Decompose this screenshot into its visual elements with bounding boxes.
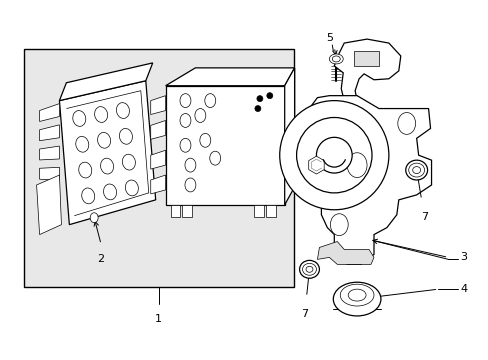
Ellipse shape xyxy=(81,188,95,204)
Polygon shape xyxy=(40,125,60,141)
Ellipse shape xyxy=(330,214,347,235)
Circle shape xyxy=(266,93,272,99)
Ellipse shape xyxy=(94,107,107,122)
Text: 7: 7 xyxy=(420,212,427,222)
Ellipse shape xyxy=(200,133,210,147)
Bar xyxy=(353,51,378,66)
Bar xyxy=(253,205,264,217)
Polygon shape xyxy=(37,175,61,235)
Text: 2: 2 xyxy=(97,255,104,265)
Ellipse shape xyxy=(204,94,215,108)
Text: 1: 1 xyxy=(155,314,162,324)
Ellipse shape xyxy=(340,284,373,306)
Circle shape xyxy=(279,100,388,210)
Ellipse shape xyxy=(305,266,312,272)
Polygon shape xyxy=(308,156,324,174)
Polygon shape xyxy=(60,63,152,100)
Bar xyxy=(24,49,293,287)
Polygon shape xyxy=(150,150,165,169)
Polygon shape xyxy=(150,121,165,139)
Text: 3: 3 xyxy=(459,252,467,262)
Ellipse shape xyxy=(125,180,138,196)
Ellipse shape xyxy=(397,113,415,134)
Ellipse shape xyxy=(119,129,132,144)
Text: 6: 6 xyxy=(304,137,310,147)
Polygon shape xyxy=(40,146,60,160)
Polygon shape xyxy=(317,242,373,264)
Ellipse shape xyxy=(299,260,319,278)
Polygon shape xyxy=(40,188,60,202)
Ellipse shape xyxy=(180,138,190,152)
Ellipse shape xyxy=(408,163,424,177)
Polygon shape xyxy=(40,167,60,180)
Polygon shape xyxy=(307,96,431,264)
Ellipse shape xyxy=(184,178,196,192)
Ellipse shape xyxy=(332,56,340,62)
Ellipse shape xyxy=(333,282,380,316)
Ellipse shape xyxy=(73,111,85,126)
Polygon shape xyxy=(60,81,155,225)
Ellipse shape xyxy=(79,162,92,178)
Circle shape xyxy=(254,105,260,112)
Ellipse shape xyxy=(76,136,89,152)
Ellipse shape xyxy=(405,160,427,180)
Ellipse shape xyxy=(195,109,205,122)
Ellipse shape xyxy=(98,132,110,148)
Circle shape xyxy=(256,96,263,102)
Ellipse shape xyxy=(180,113,190,127)
Polygon shape xyxy=(40,104,60,121)
Ellipse shape xyxy=(184,158,196,172)
Bar xyxy=(170,205,180,217)
Polygon shape xyxy=(150,96,165,114)
Ellipse shape xyxy=(346,153,366,177)
Ellipse shape xyxy=(328,54,343,64)
Ellipse shape xyxy=(302,264,316,275)
Ellipse shape xyxy=(90,213,98,223)
Ellipse shape xyxy=(209,151,220,165)
Bar xyxy=(182,205,192,217)
Polygon shape xyxy=(40,207,60,223)
Text: 5: 5 xyxy=(325,33,332,43)
Text: 4: 4 xyxy=(459,284,467,294)
Ellipse shape xyxy=(180,94,190,108)
Ellipse shape xyxy=(101,158,113,174)
Ellipse shape xyxy=(103,184,116,200)
Polygon shape xyxy=(334,39,400,100)
Polygon shape xyxy=(165,68,294,86)
Ellipse shape xyxy=(122,154,135,170)
Circle shape xyxy=(316,137,351,173)
Polygon shape xyxy=(284,68,294,205)
Polygon shape xyxy=(150,175,165,194)
Polygon shape xyxy=(165,86,284,205)
Bar xyxy=(265,205,275,217)
Text: 7: 7 xyxy=(300,309,307,319)
Ellipse shape xyxy=(116,103,129,118)
Ellipse shape xyxy=(347,289,366,301)
Ellipse shape xyxy=(412,167,420,174)
Circle shape xyxy=(296,117,371,193)
